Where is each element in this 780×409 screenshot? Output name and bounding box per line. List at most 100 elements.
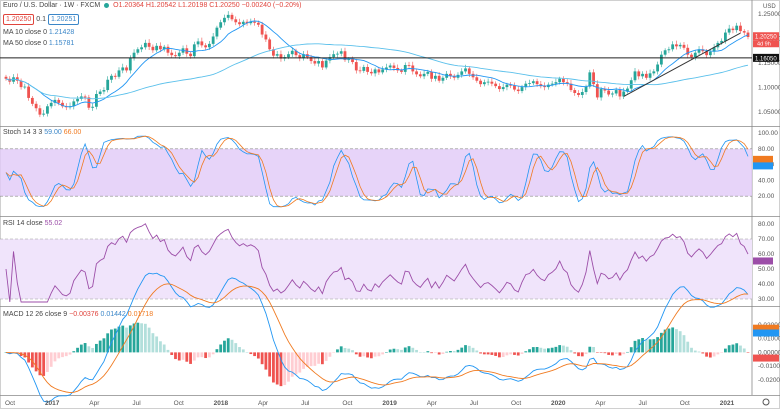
- candle-body: [140, 47, 143, 50]
- candle-body: [580, 92, 584, 95]
- candle-body: [388, 65, 392, 68]
- macd-hist-bar: [565, 346, 569, 353]
- macd-hist-bar: [501, 352, 505, 357]
- macd-hist-bar: [558, 345, 562, 353]
- macd-hist-bar: [430, 352, 434, 354]
- ask-price-button[interactable]: 1.20251: [47, 14, 80, 25]
- stoch-d-tag: [753, 155, 773, 163]
- bid-price-button[interactable]: 1.20250: [3, 14, 35, 25]
- macd-y-tick: 0.00000: [758, 349, 780, 356]
- macd-hist-bar: [573, 352, 577, 354]
- macd-hist-bar: [302, 352, 305, 369]
- candle-body: [15, 77, 19, 81]
- currency-label: USD: [763, 4, 776, 10]
- macd-hist-bar: [38, 352, 42, 376]
- level-label: 1.16050: [755, 56, 777, 62]
- candle-body: [354, 62, 358, 71]
- rsi-legend[interactable]: RSI 14 close 55.02: [3, 220, 62, 227]
- candle-body: [652, 71, 656, 74]
- candle-body: [219, 22, 223, 28]
- macd-hist-bar: [249, 352, 253, 355]
- candle-body: [110, 75, 113, 80]
- candle-body: [505, 84, 509, 88]
- ma10-line: [5, 20, 749, 108]
- price-y-tick: 1.10000: [758, 85, 780, 92]
- macd-y-tick: -0.02000: [758, 377, 780, 384]
- macd-hist-bar: [94, 343, 98, 353]
- candle-body: [742, 31, 746, 33]
- candle-body: [524, 83, 528, 88]
- candle-body: [539, 84, 543, 87]
- candle-body: [91, 106, 95, 108]
- macd-hist-bar: [211, 352, 215, 355]
- candle-body: [38, 108, 42, 115]
- macd-hist-bar: [253, 352, 256, 357]
- candle-body: [528, 83, 531, 84]
- candle-body: [162, 46, 166, 50]
- macd-hist-bar: [53, 352, 57, 362]
- candle-body: [667, 49, 671, 51]
- macd-hist-bar: [592, 346, 595, 353]
- rsi-y-tick: 80.00: [758, 221, 775, 228]
- candle-body: [690, 54, 693, 58]
- ma50-legend[interactable]: MA 50 close 0 1.15781: [3, 40, 74, 47]
- stoch-k-value: 59.00: [44, 129, 62, 136]
- macd-hist-bar: [475, 350, 479, 353]
- macd-hist-bar: [433, 352, 437, 353]
- macd-hist-bar: [83, 343, 87, 353]
- candle-body: [249, 21, 253, 24]
- candle-body: [230, 14, 234, 20]
- ma10-legend[interactable]: MA 10 close 0 1.21428: [3, 29, 74, 36]
- macd-hist-bar: [550, 347, 554, 353]
- macd-hist-bar: [279, 352, 283, 387]
- macd-hist-bar: [682, 335, 686, 353]
- macd-hist-bar: [629, 347, 633, 353]
- candle-body: [211, 36, 215, 44]
- time-axis-tick: Oct: [342, 400, 352, 407]
- macd-hist-bar: [354, 352, 358, 355]
- macd-signal-line: [5, 283, 749, 394]
- candle-body: [584, 86, 588, 93]
- candle-body: [373, 69, 377, 74]
- macd-hist-bar: [407, 346, 411, 353]
- macd-hist-bar: [403, 347, 407, 353]
- candle-body: [708, 51, 712, 56]
- rsi-y-tick: 60.00: [758, 251, 775, 258]
- candle-body: [290, 50, 294, 55]
- macd-hist-bar: [328, 352, 332, 357]
- candle-body: [460, 71, 464, 75]
- macd-label: MACD 12 26 close 9: [3, 311, 68, 318]
- macd-value-tag: [753, 329, 779, 337]
- macd-hist-bar: [68, 352, 72, 355]
- ma50-label: MA 50 close 0: [3, 40, 47, 47]
- macd-hist-bar: [305, 352, 309, 367]
- macd-hist-bar: [241, 349, 245, 353]
- candle-body: [426, 71, 430, 74]
- macd-hist-bar: [147, 327, 151, 353]
- macd-hist-bar: [317, 352, 321, 364]
- macd-hist-bar: [437, 352, 441, 355]
- stoch-y-tick: 80.00: [758, 146, 775, 153]
- candle-body: [479, 80, 482, 85]
- macd-hist-bar: [449, 350, 452, 353]
- candle-body: [275, 54, 279, 56]
- last-price-label: 1.20250: [755, 35, 777, 41]
- candle-body: [467, 68, 471, 74]
- stoch-legend[interactable]: Stoch 14 3 3 59.00 66.00: [3, 129, 81, 136]
- candle-body: [509, 84, 513, 86]
- macd-hist-bar: [34, 352, 38, 372]
- macd-legend[interactable]: MACD 12 26 close 9 −0.00376 0.01442 0.01…: [3, 311, 153, 318]
- macd-signal-tag: [753, 324, 779, 332]
- time-axis-tick: Apr: [427, 400, 438, 407]
- macd-hist-bar: [727, 345, 731, 353]
- macd-hist-bar: [656, 337, 660, 353]
- symbol-title[interactable]: Euro / U.S. Dollar · 1W · FXCM: [3, 2, 101, 9]
- macd-hist-bar: [204, 352, 208, 359]
- macd-hist-bar: [151, 333, 155, 353]
- candle-body: [147, 42, 151, 47]
- macd-hist-bar: [61, 352, 64, 358]
- candle-body: [607, 90, 611, 95]
- candle-body: [328, 57, 332, 61]
- macd-hist-bar: [675, 329, 678, 353]
- candle-body: [57, 99, 61, 103]
